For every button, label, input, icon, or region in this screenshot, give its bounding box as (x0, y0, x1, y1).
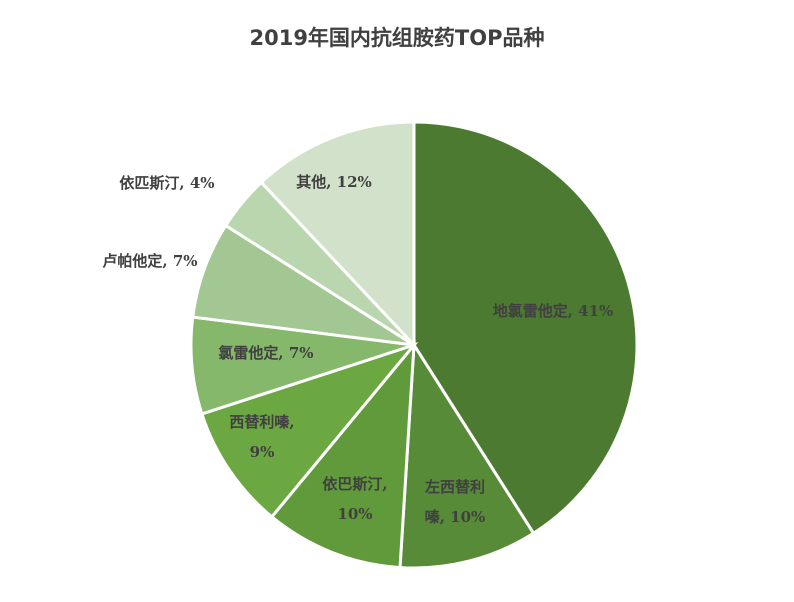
slice-label-line: 卢帕他定, 7% (102, 252, 197, 270)
slice-label: 依匹斯汀, 4% (119, 174, 214, 192)
slice-label-line: 西替利嗪, (229, 413, 294, 431)
pie-slice (200, 341, 419, 519)
slice-label: 卢帕他定, 7% (102, 252, 197, 270)
slice-label: 西替利嗪, 9% (229, 413, 294, 461)
slice-label: 氯雷他定, 7% (218, 344, 313, 362)
pie-slice (398, 340, 536, 570)
slice-label: 地氯雷他定, 41% (493, 302, 614, 320)
slice-label-line: 依匹斯汀, 4% (119, 174, 214, 192)
slice-label: 依巴斯汀, 10% (322, 475, 387, 523)
slice-label-line: 地氯雷他定, 41% (493, 302, 614, 320)
slice-label: 其他, 12% (296, 173, 372, 191)
pie-slice (259, 120, 416, 349)
slice-label-line: 10% (337, 505, 372, 523)
slice-label-line: 嗪, 10% (425, 508, 486, 526)
pie-slice (269, 340, 416, 570)
chart-title: 2019年国内抗组胺药TOP品种 (249, 26, 545, 50)
slice-label-line: 9% (250, 443, 275, 461)
slice-label-line: 氯雷他定, 7% (218, 344, 313, 362)
slice-label-line: 依巴斯汀, (322, 475, 387, 493)
slice-label-line: 左西替利 (424, 478, 485, 496)
slice-label-line: 其他, 12% (296, 173, 372, 191)
slice-label: 左西替利嗪, 10% (424, 478, 485, 526)
